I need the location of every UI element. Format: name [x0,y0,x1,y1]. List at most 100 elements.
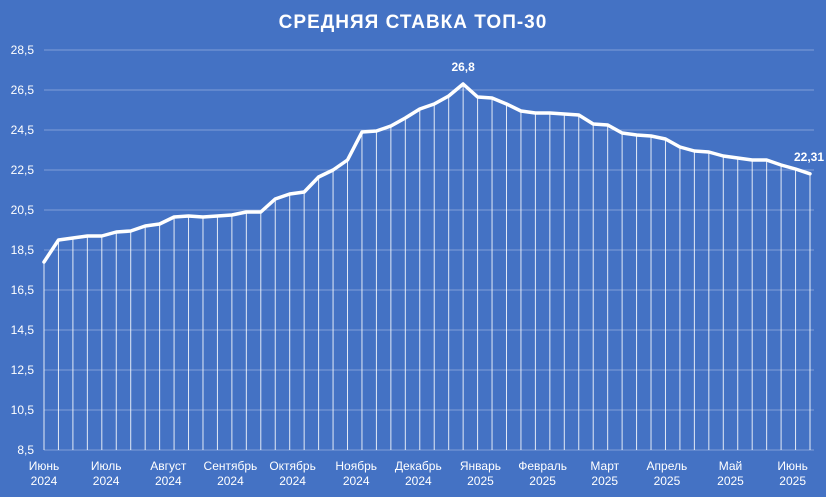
x-tick-month: Январь [460,459,501,473]
series-layer [42,82,812,264]
drop-lines [43,84,811,450]
data-point [375,129,378,133]
data-point [577,113,580,117]
data-point [635,133,638,137]
data-point [765,158,768,162]
x-tick-month: Июнь [29,459,60,473]
x-tick-month: Июнь [777,459,808,473]
y-axis: 8,5 10,5 12,5 14,5 16,5 18,5 20,5 22,5 24,5 26,5 2… [11,43,35,457]
y-tick-label: 22,5 [11,163,35,177]
data-point [216,214,219,218]
x-tick-month: Декабрь [395,459,442,473]
x-tick-year: 2025 [467,474,494,488]
x-tick-year: 2024 [31,474,58,488]
x-tick-month: Май [719,459,743,473]
y-tick-label: 14,5 [11,323,35,337]
y-tick-label: 28,5 [11,43,35,57]
data-point [664,137,667,141]
data-point [143,224,147,228]
data-point [433,102,436,106]
data-point [534,111,537,115]
data-point [505,102,508,106]
x-tick-year: 2025 [591,474,618,488]
data-point [490,96,494,100]
y-tick-label: 18,5 [11,243,35,257]
series-line [42,82,812,264]
x-tick-year: 2025 [779,474,806,488]
data-point [678,145,682,149]
data-point [461,82,465,86]
x-tick-month: Август [150,459,187,473]
data-point [42,260,46,264]
data-label: 26,8 [451,60,475,74]
data-point [245,210,248,214]
data-point [693,149,696,153]
data-point [187,214,190,218]
x-tick-year: 2024 [343,474,370,488]
y-tick-label: 24,5 [11,123,35,137]
data-point [794,167,797,171]
data-point [100,234,104,238]
x-tick-month: Сентябрь [204,459,258,473]
y-tick-label: 8,5 [17,443,34,457]
data-point [129,229,132,233]
data-point [158,222,161,226]
data-point [288,192,291,196]
data-point [259,210,262,214]
data-point [86,234,89,238]
data-point [548,111,552,115]
y-tick-label: 20,5 [11,203,35,217]
data-point [563,112,566,116]
data-point [331,168,335,172]
data-point [317,175,320,179]
data-point [71,236,75,240]
x-tick-month: Июль [91,459,122,473]
x-axis: Июнь2024Июль2024Август2024Сентябрь2024Ок… [29,459,808,488]
x-tick-month: Апрель [647,459,688,473]
x-tick-month: Февраль [518,459,567,473]
x-tick-month: Октябрь [269,459,316,473]
data-point [274,197,277,201]
y-tick-label: 16,5 [11,283,35,297]
data-point [447,94,450,98]
data-point [57,238,60,242]
data-point [302,190,306,194]
x-tick-year: 2024 [155,474,182,488]
data-point [346,158,349,162]
y-tick-label: 10,5 [11,403,35,417]
data-point [620,131,624,135]
data-point [592,122,595,126]
data-point [808,172,812,175]
x-tick-year: 2024 [93,474,120,488]
data-point [201,215,205,219]
data-point [736,156,739,160]
chart-title: СРЕДНЯЯ СТАВКА ТОП-30 [278,12,548,33]
data-point [722,154,725,158]
gridlines [44,49,814,451]
x-tick-year: 2024 [279,474,306,488]
y-tick-label: 12,5 [11,363,35,377]
x-tick-year: 2024 [217,474,244,488]
data-point [476,95,479,99]
data-point [519,109,523,113]
y-tick-label: 26,5 [11,83,35,97]
data-point [649,134,653,138]
x-tick-year: 2025 [717,474,744,488]
data-point [418,107,421,111]
x-tick-year: 2025 [529,474,556,488]
data-point [707,150,711,154]
data-point [115,230,118,234]
data-labels: 26,8 22,31 [451,60,824,164]
x-tick-month: Ноябрь [335,459,377,473]
data-label: 22,31 [794,150,824,164]
data-point [230,213,234,217]
data-point [360,130,364,134]
x-tick-month: Март [590,459,619,473]
x-tick-year: 2024 [405,474,432,488]
data-point [404,116,407,120]
x-tick-year: 2025 [654,474,681,488]
data-point [779,163,783,167]
data-point [172,215,176,219]
